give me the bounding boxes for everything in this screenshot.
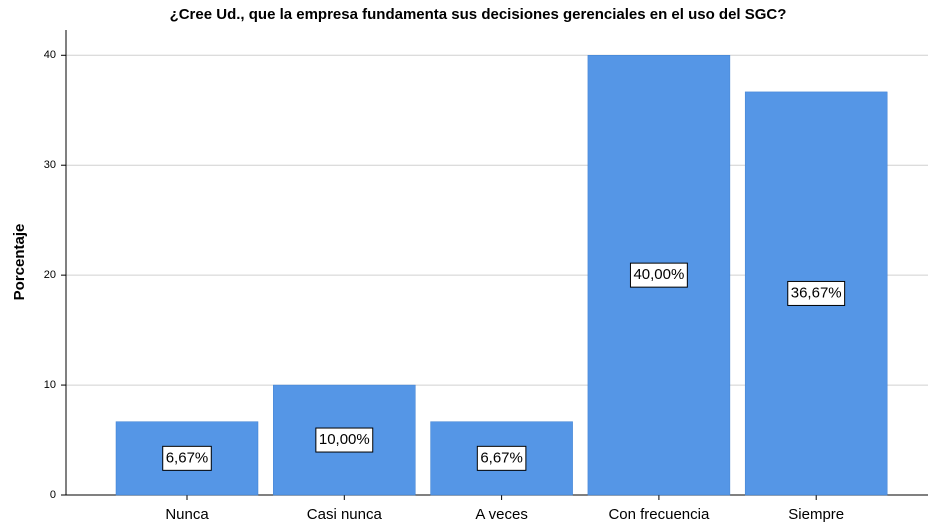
data-label: 36,67% [791,284,842,301]
y-tick-label: 30 [44,159,56,171]
data-label-box [315,427,374,453]
y-tick-label: 10 [44,379,56,391]
x-tick-label: Siempre [788,506,844,523]
data-label: 40,00% [633,266,684,283]
data-label: 10,00% [319,431,370,448]
x-tick-label: Con frecuencia [608,506,710,523]
y-axis-label: Porcentaje [11,224,28,301]
data-label: 6,67% [166,449,209,466]
data-label-box [476,445,527,471]
x-tick-label: Nunca [165,506,209,523]
data-label: 6,67% [480,449,523,466]
data-label-box [629,262,688,288]
y-tick-label: 20 [44,269,56,281]
data-label-box [787,280,846,306]
data-label-box [162,445,212,471]
x-tick-label: Casi nunca [307,506,383,523]
chart-title: ¿Cree Ud., que la empresa fundamenta sus… [170,6,787,23]
x-tick-label: A veces [475,506,528,523]
y-tick-label: 0 [50,489,56,501]
y-tick-label: 40 [44,49,56,61]
